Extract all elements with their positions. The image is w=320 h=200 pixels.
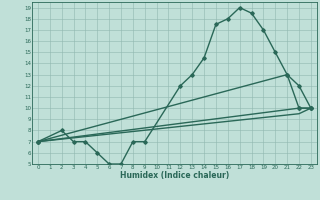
X-axis label: Humidex (Indice chaleur): Humidex (Indice chaleur) — [120, 171, 229, 180]
